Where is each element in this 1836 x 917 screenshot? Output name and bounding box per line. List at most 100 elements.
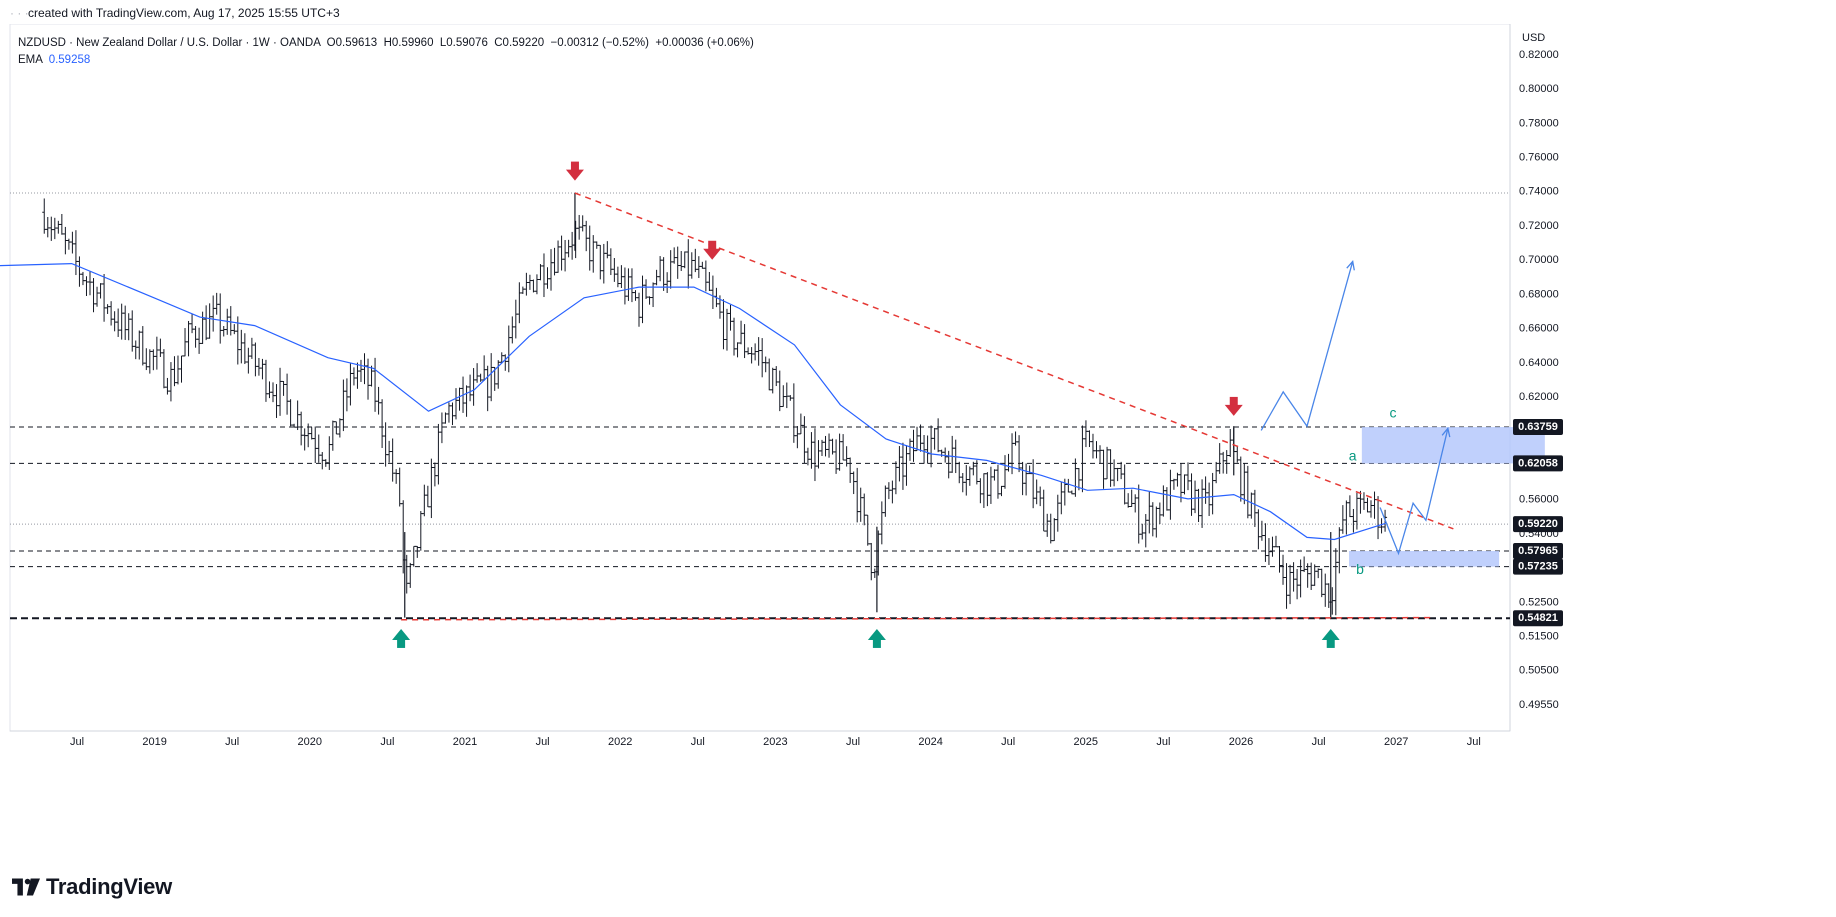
y-tick-label: 0.50500 <box>1519 665 1559 677</box>
ohlc-bar <box>732 317 737 356</box>
arrow-down-icon-head <box>565 169 584 181</box>
ohlc-bar <box>158 338 163 357</box>
tradingview-logo[interactable]: TradingView <box>12 872 172 902</box>
ohlc-bar <box>358 359 363 382</box>
legend-close-value: 0.59220 <box>502 37 545 49</box>
ohlc-bar <box>1369 500 1373 518</box>
ohlc-bar <box>534 274 539 295</box>
ohlc-bar <box>858 487 863 522</box>
ohlc-bar <box>126 313 131 341</box>
ohlc-bar <box>1080 425 1085 493</box>
ohlc-bar <box>538 264 543 281</box>
ohlc-bar <box>724 308 729 351</box>
ohlc-bars <box>42 198 1388 616</box>
ohlc-bar <box>1041 489 1046 532</box>
ohlc-bar <box>175 355 180 385</box>
ohlc-bar <box>524 272 529 296</box>
price-tag: 0.57235 <box>1513 558 1563 575</box>
ohlc-bar <box>1178 463 1183 503</box>
ohlc-bar <box>1140 523 1145 540</box>
ohlc-bar <box>520 286 525 294</box>
ohlc-bar <box>999 485 1004 497</box>
y-tick-label: 0.72000 <box>1519 220 1559 232</box>
price-chart[interactable]: 0.82000 0.80000 0.78000 0.76000 0.74000 0.720… <box>0 24 1836 864</box>
ohlc-bar <box>728 304 733 331</box>
ohlc-bar <box>109 301 114 326</box>
ohlc-bar <box>1312 564 1317 586</box>
ohlc-bar <box>668 250 673 289</box>
caption-dots: · · · <box>10 6 29 20</box>
legend-ema-label: EMA <box>18 54 43 66</box>
ohlc-bar <box>788 395 793 401</box>
ohlc-bar <box>549 249 554 291</box>
ohlc-bar <box>1252 489 1257 527</box>
ohlc-bar <box>1319 568 1324 598</box>
ohlc-bar <box>865 514 870 546</box>
ohlc-bar <box>1259 520 1264 541</box>
ohlc-bar <box>432 462 437 487</box>
ohlc-bar <box>700 261 705 269</box>
ohlc-bar <box>1214 461 1219 484</box>
ohlc-bar <box>1017 435 1022 473</box>
ohlc-bar <box>686 239 691 289</box>
ohlc-bar <box>387 440 392 463</box>
ohlc-bar <box>658 256 663 282</box>
x-tick-label: 2021 <box>453 736 477 748</box>
arrow-up-icon-shaft <box>872 638 881 648</box>
ohlc-bar <box>285 373 290 415</box>
x-tick-label: Jul <box>70 736 84 748</box>
ohlc-bar <box>263 359 268 402</box>
x-tick-label: Jul <box>225 736 239 748</box>
ohlc-bar <box>1323 573 1328 607</box>
ohlc-bar <box>390 438 395 482</box>
ohlc-bar <box>154 336 159 370</box>
ohlc-bar <box>207 303 212 339</box>
arrow-up-icon-head <box>1321 628 1340 640</box>
ohlc-bar <box>506 325 511 373</box>
ohlc-bar <box>1298 559 1303 598</box>
ohlc-bar <box>288 399 293 427</box>
y-tick-label: 0.66000 <box>1519 323 1559 335</box>
ohlc-bar <box>696 256 701 279</box>
ohlc-bar <box>644 279 649 299</box>
ohlc-bar <box>256 357 261 376</box>
ohlc-bar <box>932 427 937 450</box>
x-tick-label: Jul <box>536 736 550 748</box>
ohlc-bar <box>418 511 423 551</box>
ohlc-bar <box>1316 568 1321 579</box>
ohlc-bar <box>1006 453 1011 472</box>
ohlc-bar <box>791 383 796 443</box>
ohlc-bar <box>88 271 92 296</box>
ohlc-bar <box>862 493 867 526</box>
price-tag-label: 0.57235 <box>1518 561 1558 573</box>
ohlc-bar <box>960 473 965 493</box>
ohlc-bar <box>1143 514 1148 548</box>
ohlc-bar <box>330 420 335 451</box>
ohlc-bar <box>640 275 645 324</box>
ohlc-bar <box>995 464 1000 499</box>
y-tick-label: 0.49550 <box>1519 699 1559 711</box>
ohlc-bar <box>925 435 930 464</box>
ohlc-bar <box>130 310 135 352</box>
ohlc-bar <box>964 465 969 496</box>
ohlc-bar <box>1263 523 1268 562</box>
ohlc-bar <box>805 447 810 466</box>
ohlc-bar <box>608 248 613 276</box>
ohlc-bar <box>626 268 631 301</box>
ohlc-bar <box>1238 456 1243 502</box>
ohlc-bar <box>161 349 166 389</box>
ohlc-bar <box>1031 459 1036 509</box>
ohlc-bar <box>457 387 462 411</box>
ohlc-bar <box>1354 492 1359 530</box>
ohlc-bar <box>654 269 659 286</box>
ohlc-bar <box>777 370 782 412</box>
legend-change-2: +0.00036 (+0.06%) <box>655 37 754 49</box>
ohlc-bar <box>179 355 184 383</box>
ohlc-bar <box>66 238 71 250</box>
ohlc-bar <box>1069 490 1074 495</box>
ohlc-bar <box>1372 491 1377 519</box>
ohlc-bar <box>784 382 789 409</box>
ohlc-bar <box>820 439 824 457</box>
arrow-down-icon-shaft <box>708 240 717 250</box>
ohlc-bar <box>756 337 761 366</box>
